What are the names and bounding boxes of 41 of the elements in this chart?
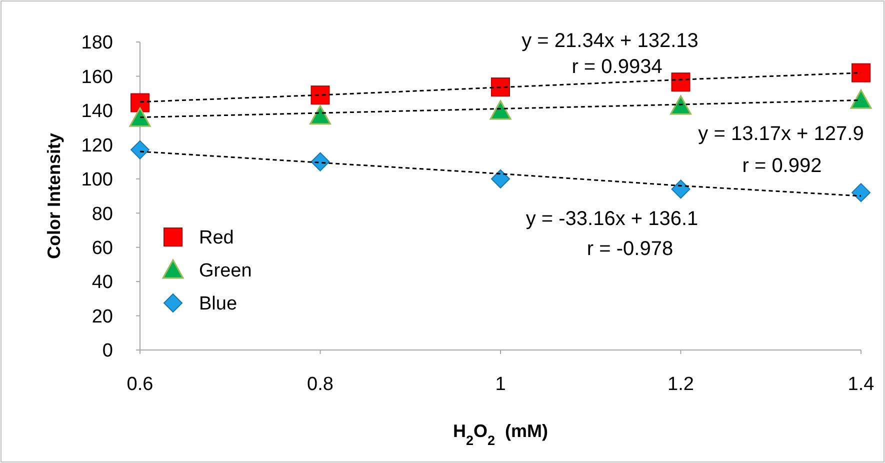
y-tick-label: 120 — [81, 135, 113, 156]
annotation: y = 21.34x + 132.13 — [522, 30, 698, 52]
point — [310, 152, 330, 172]
x-tick-label: 1.4 — [848, 374, 875, 395]
legend-label: Blue — [199, 294, 238, 315]
x-axis-title: H$_{2}$O$_{2}$ (mM) — [452, 421, 548, 448]
x-tick-label: 0.8 — [307, 374, 334, 395]
point — [490, 100, 512, 120]
point — [491, 169, 510, 188]
y-tick-label: 140 — [81, 101, 113, 122]
y-tick-label: 100 — [81, 170, 113, 191]
point — [671, 180, 690, 199]
annotation: r = 0.992 — [742, 155, 822, 177]
point — [852, 183, 870, 202]
point — [130, 140, 150, 160]
point — [491, 78, 510, 96]
point — [852, 63, 870, 82]
y-tick-label: 40 — [92, 272, 113, 294]
point — [850, 89, 872, 109]
point — [310, 105, 331, 125]
annotation: r = 0.9934 — [572, 56, 662, 78]
annotation: y = 13.17x + 127.9 — [698, 123, 864, 145]
point — [671, 72, 690, 92]
y-tick-label: 60 — [92, 238, 113, 259]
legend-label: Red — [199, 228, 234, 249]
y-tick-label: 180 — [81, 32, 113, 54]
y-tick-label: 80 — [92, 204, 113, 225]
point — [129, 107, 151, 127]
x-tick-label: 1.2 — [668, 374, 694, 395]
point — [130, 93, 150, 112]
annotation: y = -33.16x + 136.1 — [526, 208, 698, 230]
legend-label: Green — [199, 260, 252, 282]
point — [670, 95, 692, 115]
y-axis-title: Color Intensity — [44, 132, 64, 260]
y-tick-label: 0 — [102, 340, 113, 362]
y-tick-label: 20 — [92, 306, 113, 328]
annotation: r = -0.978 — [586, 238, 674, 260]
y-tick-label: 160 — [81, 66, 113, 88]
x-tick-label: 1 — [495, 374, 506, 395]
point — [310, 86, 330, 105]
x-tick-label: 0.6 — [126, 374, 154, 395]
